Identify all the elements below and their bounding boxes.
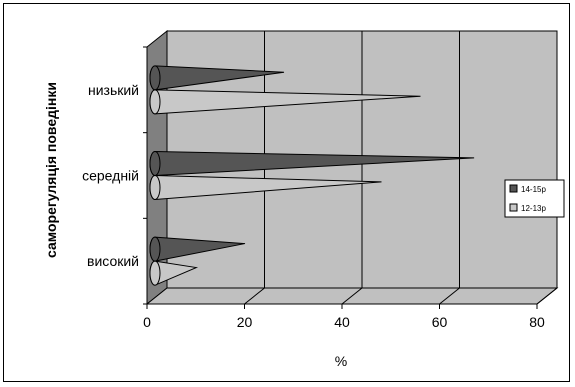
bar-cone-base xyxy=(149,260,161,286)
category-label: середній xyxy=(82,168,139,184)
x-tick-label: 40 xyxy=(334,314,350,330)
x-tick-label: 20 xyxy=(237,314,253,330)
gridline-floor xyxy=(341,287,363,305)
bar-cone-base xyxy=(149,89,161,115)
bar-cone-base xyxy=(149,236,161,262)
category-label: високий xyxy=(87,253,139,269)
legend-swatch xyxy=(509,203,518,212)
legend-label: 14-15р xyxy=(521,185,546,194)
legend: 14-15р 12-13р xyxy=(504,179,565,218)
legend-swatch xyxy=(509,184,518,193)
x-tick-label: 60 xyxy=(432,314,448,330)
gridline-floor xyxy=(536,287,558,305)
category-label: низький xyxy=(88,82,139,98)
bar-cone-base xyxy=(149,175,161,200)
y-axis-title: саморегуляція поведінки xyxy=(43,82,59,258)
x-tick-label: 80 xyxy=(529,314,545,330)
bar-cone-base xyxy=(149,151,161,176)
x-axis-title: % xyxy=(335,353,347,369)
legend-label: 12-13р xyxy=(521,204,546,213)
gridline-floor xyxy=(439,287,460,305)
x-tick-labels: 0 20 40 60 80 xyxy=(143,314,545,330)
bar-cone-base xyxy=(149,65,161,91)
gridline-floor xyxy=(244,287,265,305)
x-tick-label: 0 xyxy=(143,314,151,330)
category-labels: низький середній високий xyxy=(82,82,139,269)
bars xyxy=(149,65,475,286)
